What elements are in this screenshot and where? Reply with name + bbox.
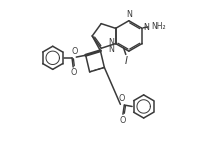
Text: O: O: [119, 116, 125, 125]
Text: O: O: [118, 94, 125, 103]
Text: I: I: [125, 56, 128, 66]
Text: N: N: [108, 38, 114, 47]
Text: O: O: [70, 68, 77, 77]
Text: N: N: [126, 10, 132, 19]
Text: NH₂: NH₂: [152, 22, 166, 31]
Text: N: N: [108, 45, 114, 54]
Text: O: O: [72, 47, 78, 56]
Text: N: N: [144, 23, 150, 32]
